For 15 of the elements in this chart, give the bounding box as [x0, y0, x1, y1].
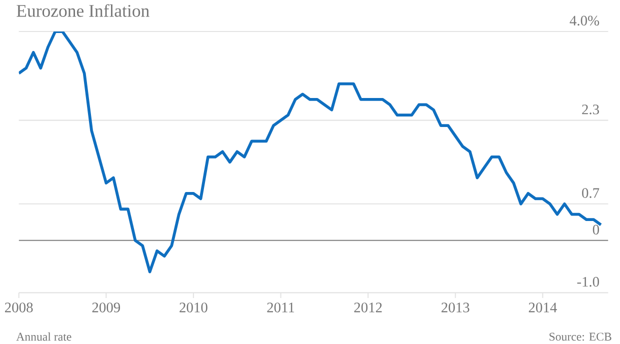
x-tick-label: 2009	[92, 302, 120, 312]
x-tick-label: 2010	[180, 302, 208, 312]
y-tick-label: -1.0	[577, 276, 600, 287]
y-tick-label: 2.3	[582, 104, 599, 114]
x-tick-label: 2008	[5, 302, 33, 312]
x-tick-label: 2013	[442, 302, 470, 312]
y-tick-label: 0	[592, 224, 600, 235]
y-tick-label: 4.0%	[570, 16, 600, 26]
x-tick-label: 2011	[267, 302, 294, 312]
x-tick-label: 2012	[354, 302, 382, 312]
source-note: Source: ECB	[550, 332, 612, 341]
y-tick-label: 0.7	[582, 188, 600, 198]
chart-title: Eurozone Inflation	[16, 4, 150, 17]
x-tick-label: 2014	[528, 302, 557, 312]
text: Annual rate	[16, 332, 72, 341]
